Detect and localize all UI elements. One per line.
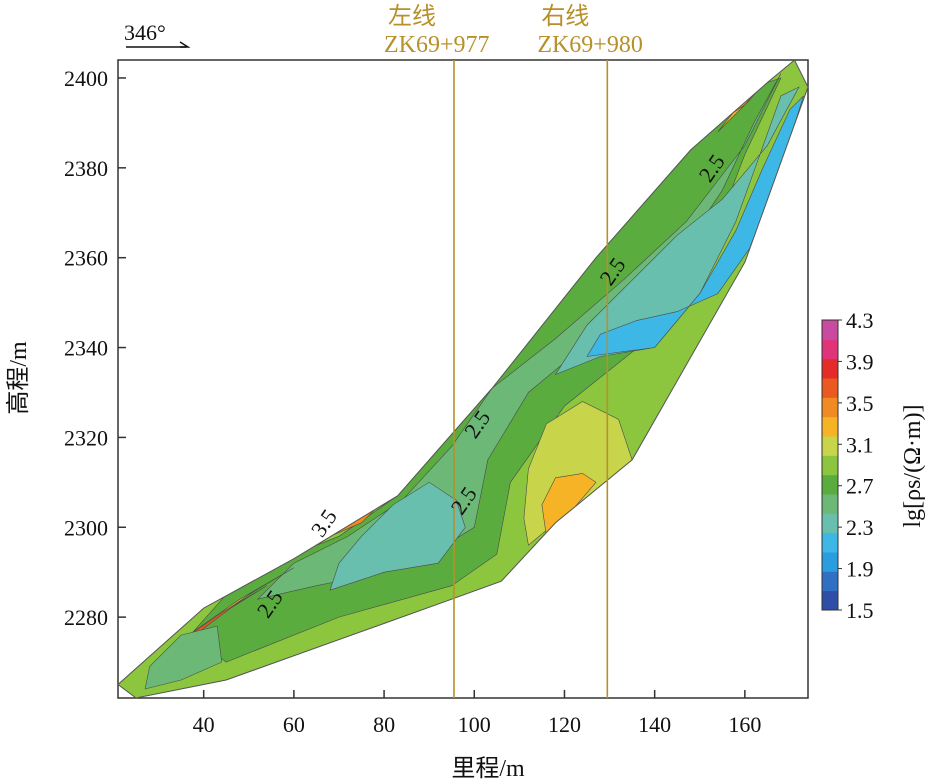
colorbar-swatch: [822, 552, 838, 572]
colorbar-tick-label: 1.5: [846, 598, 874, 623]
colorbar-swatch: [822, 532, 838, 553]
y-tick-label: 2400: [64, 66, 108, 91]
x-tick-label: 60: [283, 712, 305, 737]
x-axis-ticks: 40 60 80 100 120 140 160: [193, 690, 761, 737]
colorbar-swatch: [822, 474, 838, 495]
colorbar-tick-label: 2.7: [846, 474, 874, 499]
survey-line-station: ZK69+977: [384, 32, 490, 58]
x-axis-title: 里程/m: [451, 755, 525, 782]
colorbar-tick-label: 3.1: [846, 432, 874, 457]
colorbar-swatch: [822, 513, 838, 534]
direction-indicator: 346°: [124, 20, 191, 48]
colorbar: 4.3 3.9 3.5 3.1 2.7 2.3 1.9 1.5: [821, 308, 874, 623]
y-tick-label: 2320: [64, 425, 108, 450]
y-tick-label: 2340: [64, 336, 108, 361]
y-tick-label: 2360: [64, 246, 108, 271]
colorbar-swatch: [822, 436, 838, 456]
y-axis-ticks: 2280 2300 2320 2340 2360 2380 2400: [64, 66, 126, 630]
colorbar-frame: [821, 319, 839, 611]
direction-arrow-icon: [179, 41, 191, 48]
contour-region: [144, 625, 223, 690]
x-tick-label: 40: [193, 712, 215, 737]
colorbar-swatch: [822, 416, 838, 437]
x-tick-label: 120: [548, 712, 581, 737]
y-tick-label: 2280: [64, 605, 108, 630]
section-outline: [117, 59, 809, 699]
y-tick-label: 2300: [64, 515, 108, 540]
survey-line-name: 右线: [541, 3, 589, 30]
y-axis-title: 高程/m: [5, 341, 32, 415]
colorbar-tick-label: 3.9: [846, 349, 874, 374]
y-tick-label: 2380: [64, 156, 108, 181]
colorbar-swatch: [822, 320, 838, 340]
colorbar-title: lg[ρs/(Ω·m)]: [900, 404, 926, 527]
colorbar-tick-label: 1.9: [846, 557, 874, 582]
x-tick-label: 160: [728, 712, 761, 737]
colorbar-swatch: [822, 590, 838, 611]
colorbar-swatch: [822, 397, 838, 418]
colorbar-swatch: [822, 358, 838, 379]
colorbar-swatch: [822, 339, 838, 360]
survey-line-station: ZK69+980: [537, 32, 643, 58]
survey-line-name: 左线: [388, 3, 436, 30]
direction-label: 346°: [124, 20, 166, 45]
colorbar-swatch: [822, 378, 838, 398]
colorbar-swatch: [822, 571, 838, 592]
x-tick-label: 100: [458, 712, 491, 737]
colorbar-tick-label: 4.3: [846, 308, 874, 333]
colorbar-swatch: [822, 455, 838, 476]
x-tick-label: 80: [373, 712, 395, 737]
x-tick-label: 140: [638, 712, 671, 737]
colorbar-tick-label: 3.5: [846, 391, 874, 416]
contour-region: [329, 481, 466, 591]
colorbar-swatch: [822, 494, 838, 514]
colorbar-tick-label: 2.3: [846, 515, 874, 540]
